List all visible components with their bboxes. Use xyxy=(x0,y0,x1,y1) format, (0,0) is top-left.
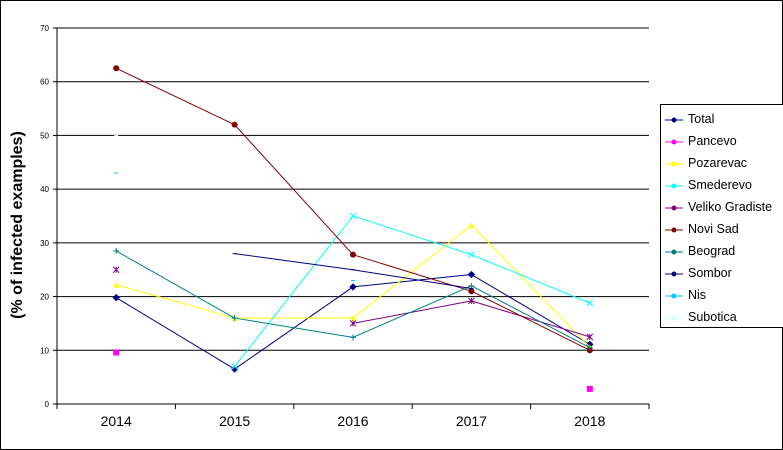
series-line-total xyxy=(352,274,472,288)
data-point-beograd xyxy=(586,344,593,351)
data-point-beograd xyxy=(468,282,475,289)
x-tick-label: 2014 xyxy=(101,413,132,429)
y-tick-label: 0 xyxy=(45,400,50,409)
legend-item-novi-sad: Novi Sad xyxy=(661,219,783,241)
y-tick-label: 20 xyxy=(40,293,49,302)
data-point-beograd xyxy=(231,315,238,322)
legend-item-nis: Nis xyxy=(661,285,783,307)
series-line-pozarevac xyxy=(471,224,591,348)
y-axis-label: (% of infected examples) xyxy=(9,131,26,319)
y-tick-label: 50 xyxy=(40,131,49,140)
data-point-veliko-gradiste xyxy=(112,266,120,274)
legend-label: Pancevo xyxy=(688,134,737,148)
legend-item-total: Total xyxy=(661,109,783,131)
series-line-pozarevac xyxy=(352,224,472,319)
legend-item-smederevo: Smederevo xyxy=(661,175,783,197)
data-point-smederevo xyxy=(468,251,475,259)
data-point-total xyxy=(112,293,120,302)
series-line-total xyxy=(471,274,591,345)
series-line-veliko-gradiste xyxy=(471,300,590,338)
data-point-pozarevac xyxy=(350,315,356,322)
legend-item-pancevo: Pancevo xyxy=(661,131,783,153)
legend-label: Sombor xyxy=(688,266,732,280)
legend-item-veliko-gradiste: Veliko Gradiste xyxy=(661,197,783,219)
data-point-pancevo xyxy=(586,385,593,392)
series-line-smederevo xyxy=(471,254,590,304)
y-tick-label: 10 xyxy=(40,346,49,355)
data-point-novi-sad xyxy=(350,251,356,258)
series-line-novi-sad xyxy=(115,67,235,126)
data-point-smederevo xyxy=(231,363,238,370)
legend-item-beograd: Beograd xyxy=(661,241,783,263)
data-point-novi-sad xyxy=(113,65,120,72)
x-tick-label: 2016 xyxy=(337,413,368,429)
x-tick-label: 2017 xyxy=(456,413,487,429)
legend-item-subotica: Subotica xyxy=(661,307,783,329)
x-tick-label: 2015 xyxy=(219,413,250,429)
legend-label: Novi Sad xyxy=(688,222,739,236)
legend-label: Total xyxy=(688,112,715,126)
series-line-beograd xyxy=(115,250,235,319)
legend: Total Pancevo Pozarevac Smederevo Veliko Gra… xyxy=(660,104,783,328)
data-point-total xyxy=(349,283,357,291)
legend-label: Beograd xyxy=(688,244,736,258)
legend-label: Smederevo xyxy=(688,178,752,192)
data-point-veliko-gradiste xyxy=(349,320,357,327)
data-point-beograd xyxy=(113,247,120,254)
data-point-veliko-gradiste xyxy=(586,333,594,341)
legend-swatch-subotica xyxy=(665,315,683,321)
legend-swatch-pancevo xyxy=(665,139,683,145)
series-line-smederevo xyxy=(352,215,472,256)
legend-swatch-pozarevac xyxy=(665,161,683,167)
legend-swatch-beograd xyxy=(665,249,683,255)
data-point-novi-sad xyxy=(468,288,475,295)
y-tick-label: 70 xyxy=(40,24,49,33)
data-point-veliko-gradiste xyxy=(468,297,475,305)
series-line-sombor xyxy=(234,253,354,271)
data-point-total xyxy=(467,270,476,279)
data-point-smederevo xyxy=(349,212,357,220)
series-line-total xyxy=(115,297,235,370)
legend-item-sombor: Sombor xyxy=(661,263,783,285)
legend-swatch-nis xyxy=(665,293,683,299)
legend-swatch-sombor xyxy=(665,271,683,277)
data-point-pancevo xyxy=(113,349,120,356)
series-line-beograd xyxy=(471,285,591,349)
legend-swatch-smederevo xyxy=(665,183,683,189)
series-line-beograd xyxy=(352,285,472,338)
data-point-smederevo xyxy=(586,299,594,307)
data-point-pozarevac xyxy=(113,281,120,288)
series-line-pozarevac xyxy=(116,284,235,319)
legend-item-pozarevac: Pozarevac xyxy=(661,153,783,175)
y-tick-label: 60 xyxy=(40,78,49,87)
legend-label: Veliko Gradiste xyxy=(688,200,773,214)
series-line-sombor xyxy=(352,269,472,290)
series-line-novi-sad xyxy=(471,290,591,351)
legend-swatch-veliko-gradiste xyxy=(665,205,683,211)
legend-swatch-total xyxy=(665,117,683,123)
data-point-beograd xyxy=(350,334,356,341)
legend-label: Pozarevac xyxy=(688,156,748,170)
legend-swatch-novi-sad xyxy=(665,227,683,233)
series-line-smederevo xyxy=(234,215,354,367)
data-point-pozarevac xyxy=(468,222,475,229)
y-tick-label: 40 xyxy=(40,185,49,194)
x-tick-label: 2018 xyxy=(574,413,605,429)
legend-label: Subotica xyxy=(688,310,737,324)
data-point-novi-sad xyxy=(231,121,238,128)
series-line-beograd xyxy=(234,317,354,338)
y-tick-label: 30 xyxy=(40,239,49,248)
series-line-novi-sad xyxy=(234,124,354,256)
legend-label: Nis xyxy=(688,288,707,302)
